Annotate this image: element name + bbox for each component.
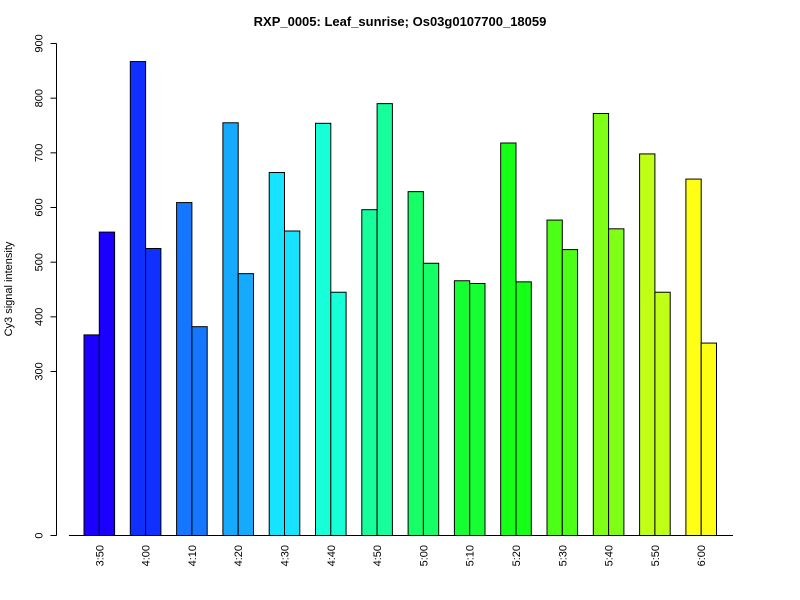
bar bbox=[654, 291, 671, 536]
bar bbox=[361, 209, 378, 536]
y-tick-label: 400 bbox=[34, 308, 46, 326]
x-tick-label: 5:00 bbox=[418, 545, 430, 566]
bar bbox=[500, 142, 517, 536]
bar bbox=[83, 334, 100, 536]
bar bbox=[407, 191, 424, 536]
y-axis: 0 300 400 500 600 700 800 900 bbox=[34, 34, 57, 539]
x-tick-label: 4:30 bbox=[280, 545, 292, 566]
bar bbox=[237, 273, 254, 536]
x-tick-label: 4:20 bbox=[233, 545, 245, 566]
y-tick-label: 700 bbox=[34, 144, 46, 162]
bar bbox=[176, 202, 193, 537]
bar bbox=[561, 249, 579, 537]
bar bbox=[222, 122, 239, 537]
x-tick-label: 5:20 bbox=[511, 545, 523, 566]
y-tick-label: 600 bbox=[34, 198, 46, 216]
bar bbox=[376, 103, 393, 536]
x-tick-label: 4:40 bbox=[326, 545, 338, 566]
bar bbox=[284, 230, 301, 537]
x-tick-label: 4:00 bbox=[141, 545, 153, 566]
x-tick-label: 5:10 bbox=[465, 545, 477, 566]
bar bbox=[129, 61, 147, 536]
x-tick-label: 5:50 bbox=[650, 545, 662, 566]
bar bbox=[330, 291, 347, 536]
bar bbox=[608, 228, 625, 536]
bar bbox=[469, 282, 486, 536]
bar bbox=[685, 178, 702, 536]
bar bbox=[98, 231, 116, 536]
y-tick-label: 500 bbox=[34, 253, 46, 271]
bar bbox=[453, 280, 471, 536]
x-tick-label: 5:30 bbox=[557, 545, 569, 566]
bar bbox=[546, 219, 563, 536]
bar bbox=[639, 153, 656, 536]
x-tick-labels: 3:50 4:00 4:10 4:20 4:30 4:40 4:50 5:00 5:10 5:20… bbox=[94, 545, 708, 566]
x-tick-label: 3:50 bbox=[94, 545, 106, 566]
y-tick-label: 300 bbox=[34, 362, 46, 380]
x-tick-label: 5:40 bbox=[604, 545, 616, 566]
y-tick-label: 900 bbox=[34, 34, 46, 52]
chart-title: RXP_0005: Leaf_sunrise; Os03g0107700_180… bbox=[254, 14, 547, 29]
bar bbox=[515, 281, 532, 537]
bar bbox=[700, 342, 718, 536]
y-axis-label: Cy3 signal intensity bbox=[3, 241, 15, 336]
y-tick-label: 0 bbox=[34, 532, 46, 538]
bar bbox=[191, 326, 208, 536]
bar bbox=[422, 262, 440, 536]
bar bbox=[145, 248, 162, 536]
x-tick-label: 4:50 bbox=[372, 545, 384, 566]
bars-group bbox=[83, 61, 718, 537]
x-tick-label: 6:00 bbox=[696, 545, 708, 566]
bar bbox=[592, 112, 610, 537]
x-tick-label: 4:10 bbox=[187, 545, 199, 566]
bar bbox=[268, 172, 286, 536]
bar bbox=[315, 122, 332, 537]
y-tick-label: 800 bbox=[34, 89, 46, 107]
